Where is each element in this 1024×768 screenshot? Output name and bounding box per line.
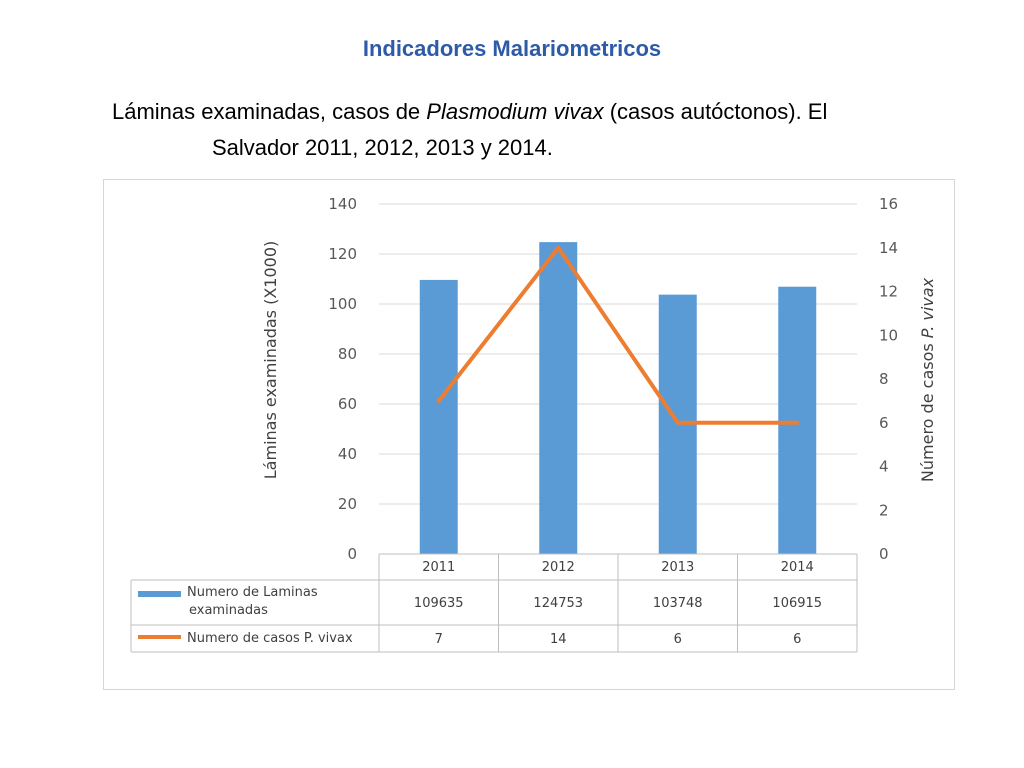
line-value-label: 6 (793, 632, 801, 647)
left-tick-label: 60 (338, 395, 357, 413)
left-tick-label: 40 (338, 445, 357, 463)
left-tick-label: 140 (328, 195, 357, 213)
bar (778, 286, 817, 554)
bar (419, 279, 458, 554)
bars (419, 242, 817, 554)
line-value-label: 6 (674, 632, 682, 647)
right-tick-label: 4 (879, 458, 889, 476)
left-tick-label: 20 (338, 495, 357, 513)
right-tick-label: 10 (879, 326, 898, 344)
category-label: 2011 (422, 560, 455, 575)
bar (539, 242, 578, 554)
right-axis-title-text: Número de casos (918, 338, 937, 482)
right-tick-label: 12 (879, 283, 898, 301)
chart-frame (103, 179, 955, 690)
right-tick-label: 14 (879, 239, 898, 257)
bar-legend-swatch (138, 591, 181, 597)
bar-value-label: 106915 (772, 596, 822, 611)
subtitle-line-2: Salvador 2011, 2012, 2013 y 2014. (212, 135, 553, 160)
left-tick-label: 100 (328, 295, 357, 313)
left-tick-label: 80 (338, 345, 357, 363)
subtitle-species: Plasmodium vivax (426, 99, 604, 124)
line-value-label: 7 (435, 632, 443, 647)
right-tick-label: 0 (879, 545, 889, 563)
right-axis-ticks: 0 2 4 6 8 10 12 14 16 (879, 195, 898, 563)
right-tick-label: 6 (879, 414, 889, 432)
line-series-name: Numero de casos P. vivax (187, 631, 353, 646)
subtitle-text-start: Láminas examinadas, casos de (112, 99, 427, 124)
right-tick-label: 2 (879, 501, 889, 519)
left-axis-title: Láminas examinadas (X1000) (261, 241, 280, 479)
subtitle-text-end: (casos autóctonos). El (603, 99, 828, 124)
category-label: 2014 (781, 560, 814, 575)
chart-subtitle: Láminas examinadas, casos de Plasmodium … (112, 94, 972, 166)
right-axis-title: Número de casos P. vivax (918, 277, 937, 482)
data-table: 2011 2012 2013 2014 109635 124753 103748 106915… (130, 553, 858, 653)
bar-value-label: 109635 (414, 596, 464, 611)
category-label: 2012 (542, 560, 575, 575)
left-tick-label: 120 (328, 245, 357, 263)
bar-series-name: Numero de Laminas (187, 585, 318, 600)
line-series (436, 245, 800, 425)
bar-value-label: 103748 (653, 596, 703, 611)
category-label: 2013 (661, 560, 694, 575)
line-value-label: 14 (550, 632, 567, 647)
left-tick-label: 0 (347, 545, 357, 563)
left-axis-ticks: 0 20 40 60 80 100 120 140 (328, 195, 357, 563)
bar-value-label: 124753 (533, 596, 583, 611)
line-path (436, 245, 800, 425)
page-title: Indicadores Malariometricos (362, 36, 662, 61)
bar-series-name-line2: examinadas (189, 603, 268, 618)
right-axis-title-italic: P. vivax (918, 277, 937, 338)
right-tick-label: 16 (879, 195, 898, 213)
right-tick-label: 8 (879, 370, 889, 388)
